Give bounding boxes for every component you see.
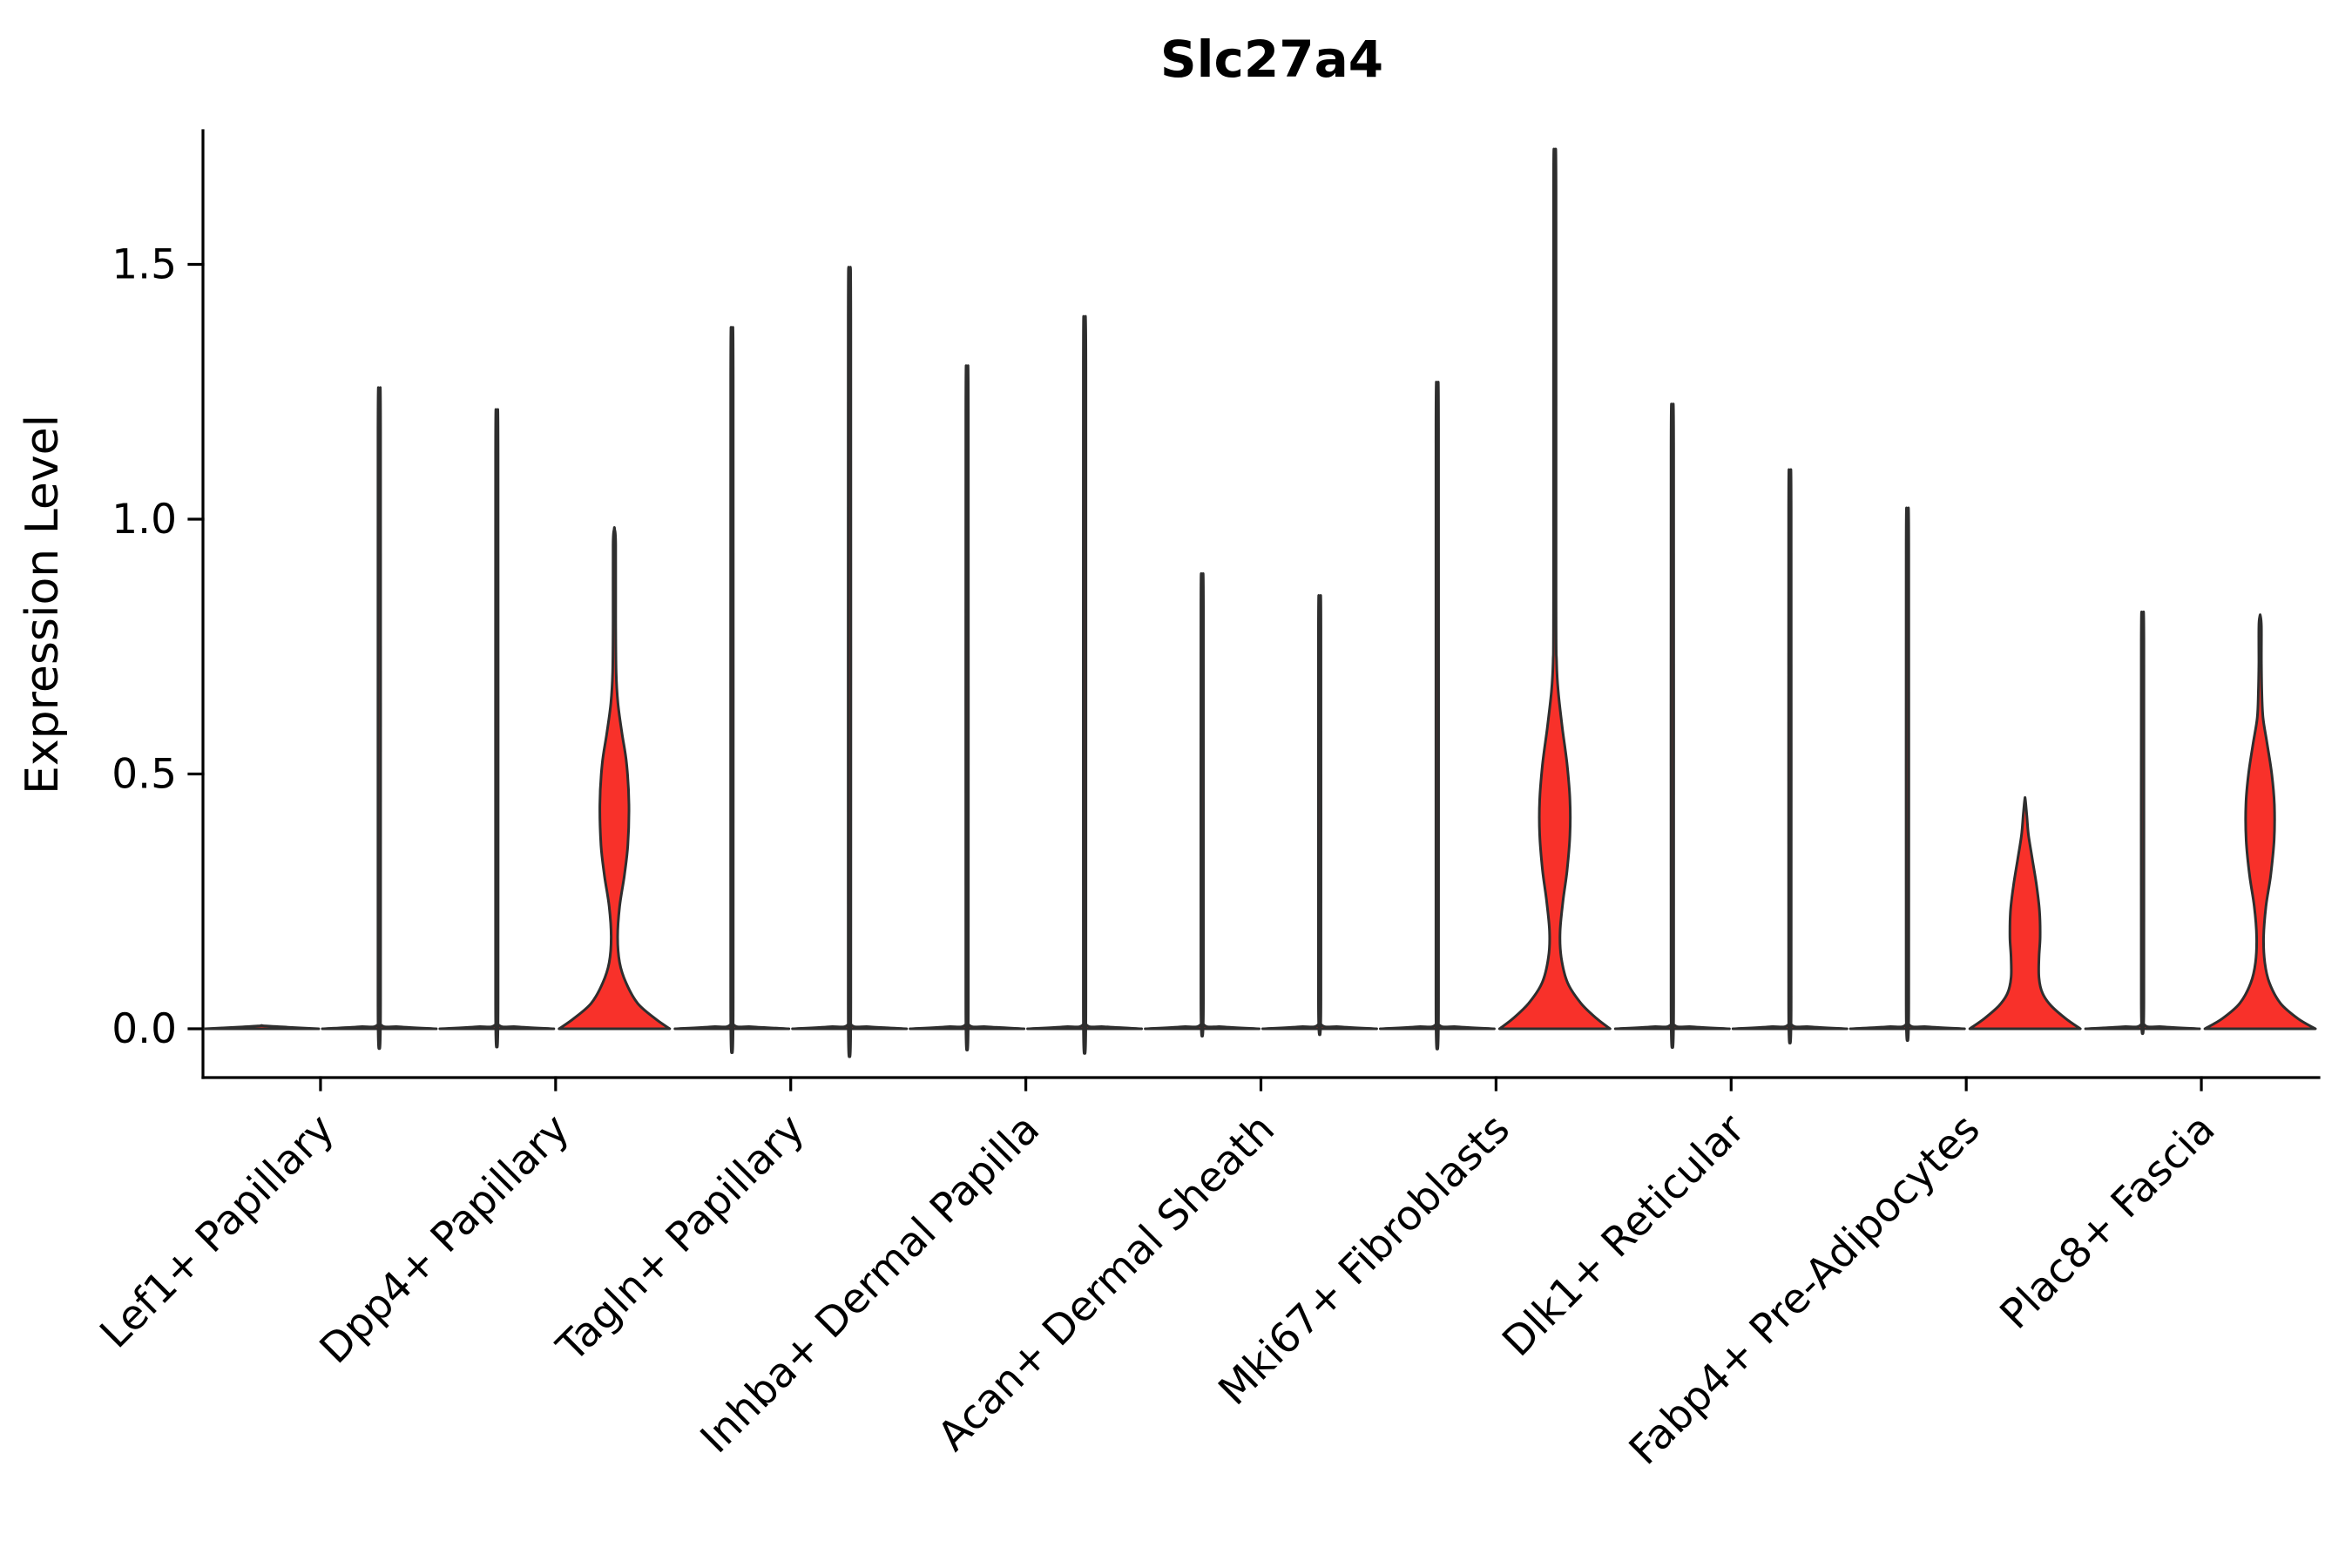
violin-shape [791,266,909,1058]
violin-shape [1968,796,2082,1031]
chart-title: Slc27a4 [1160,30,1383,89]
violin-shape [1379,381,1496,1051]
violin-shape [909,364,1026,1051]
violin-shape [2084,611,2201,1036]
x-tick-label: Tagln+ Papillary [547,1105,814,1372]
y-tick-label: 1.0 [112,496,177,544]
violin-shape [203,1024,321,1031]
violin-shape [438,408,556,1049]
violin-shape [321,386,438,1051]
violin-shape [1026,314,1143,1055]
y-tick-label: 0.0 [112,1005,177,1053]
violin-shape [1613,402,1731,1049]
violin-shape [1731,468,1848,1044]
y-tick-label: 1.5 [112,241,177,289]
violin-shape [558,526,672,1031]
violin-shape [1144,571,1260,1037]
x-tick-label: Dpp4+ Papillary [311,1105,579,1374]
violin-shape [1261,594,1378,1037]
violin-shape [1848,506,1966,1042]
violin-shape [1497,147,1612,1031]
violin-shape [673,326,791,1054]
x-tick-label: Plac8+ Fascia [1991,1105,2225,1339]
x-tick-label: Dlk1+ Reticular [1493,1105,1754,1366]
x-tick-label: Lef1+ Papillary [91,1105,343,1358]
y-tick-label: 0.5 [112,751,177,799]
violin-shape [2203,613,2317,1031]
y-axis-label: Expression Level [17,415,69,794]
